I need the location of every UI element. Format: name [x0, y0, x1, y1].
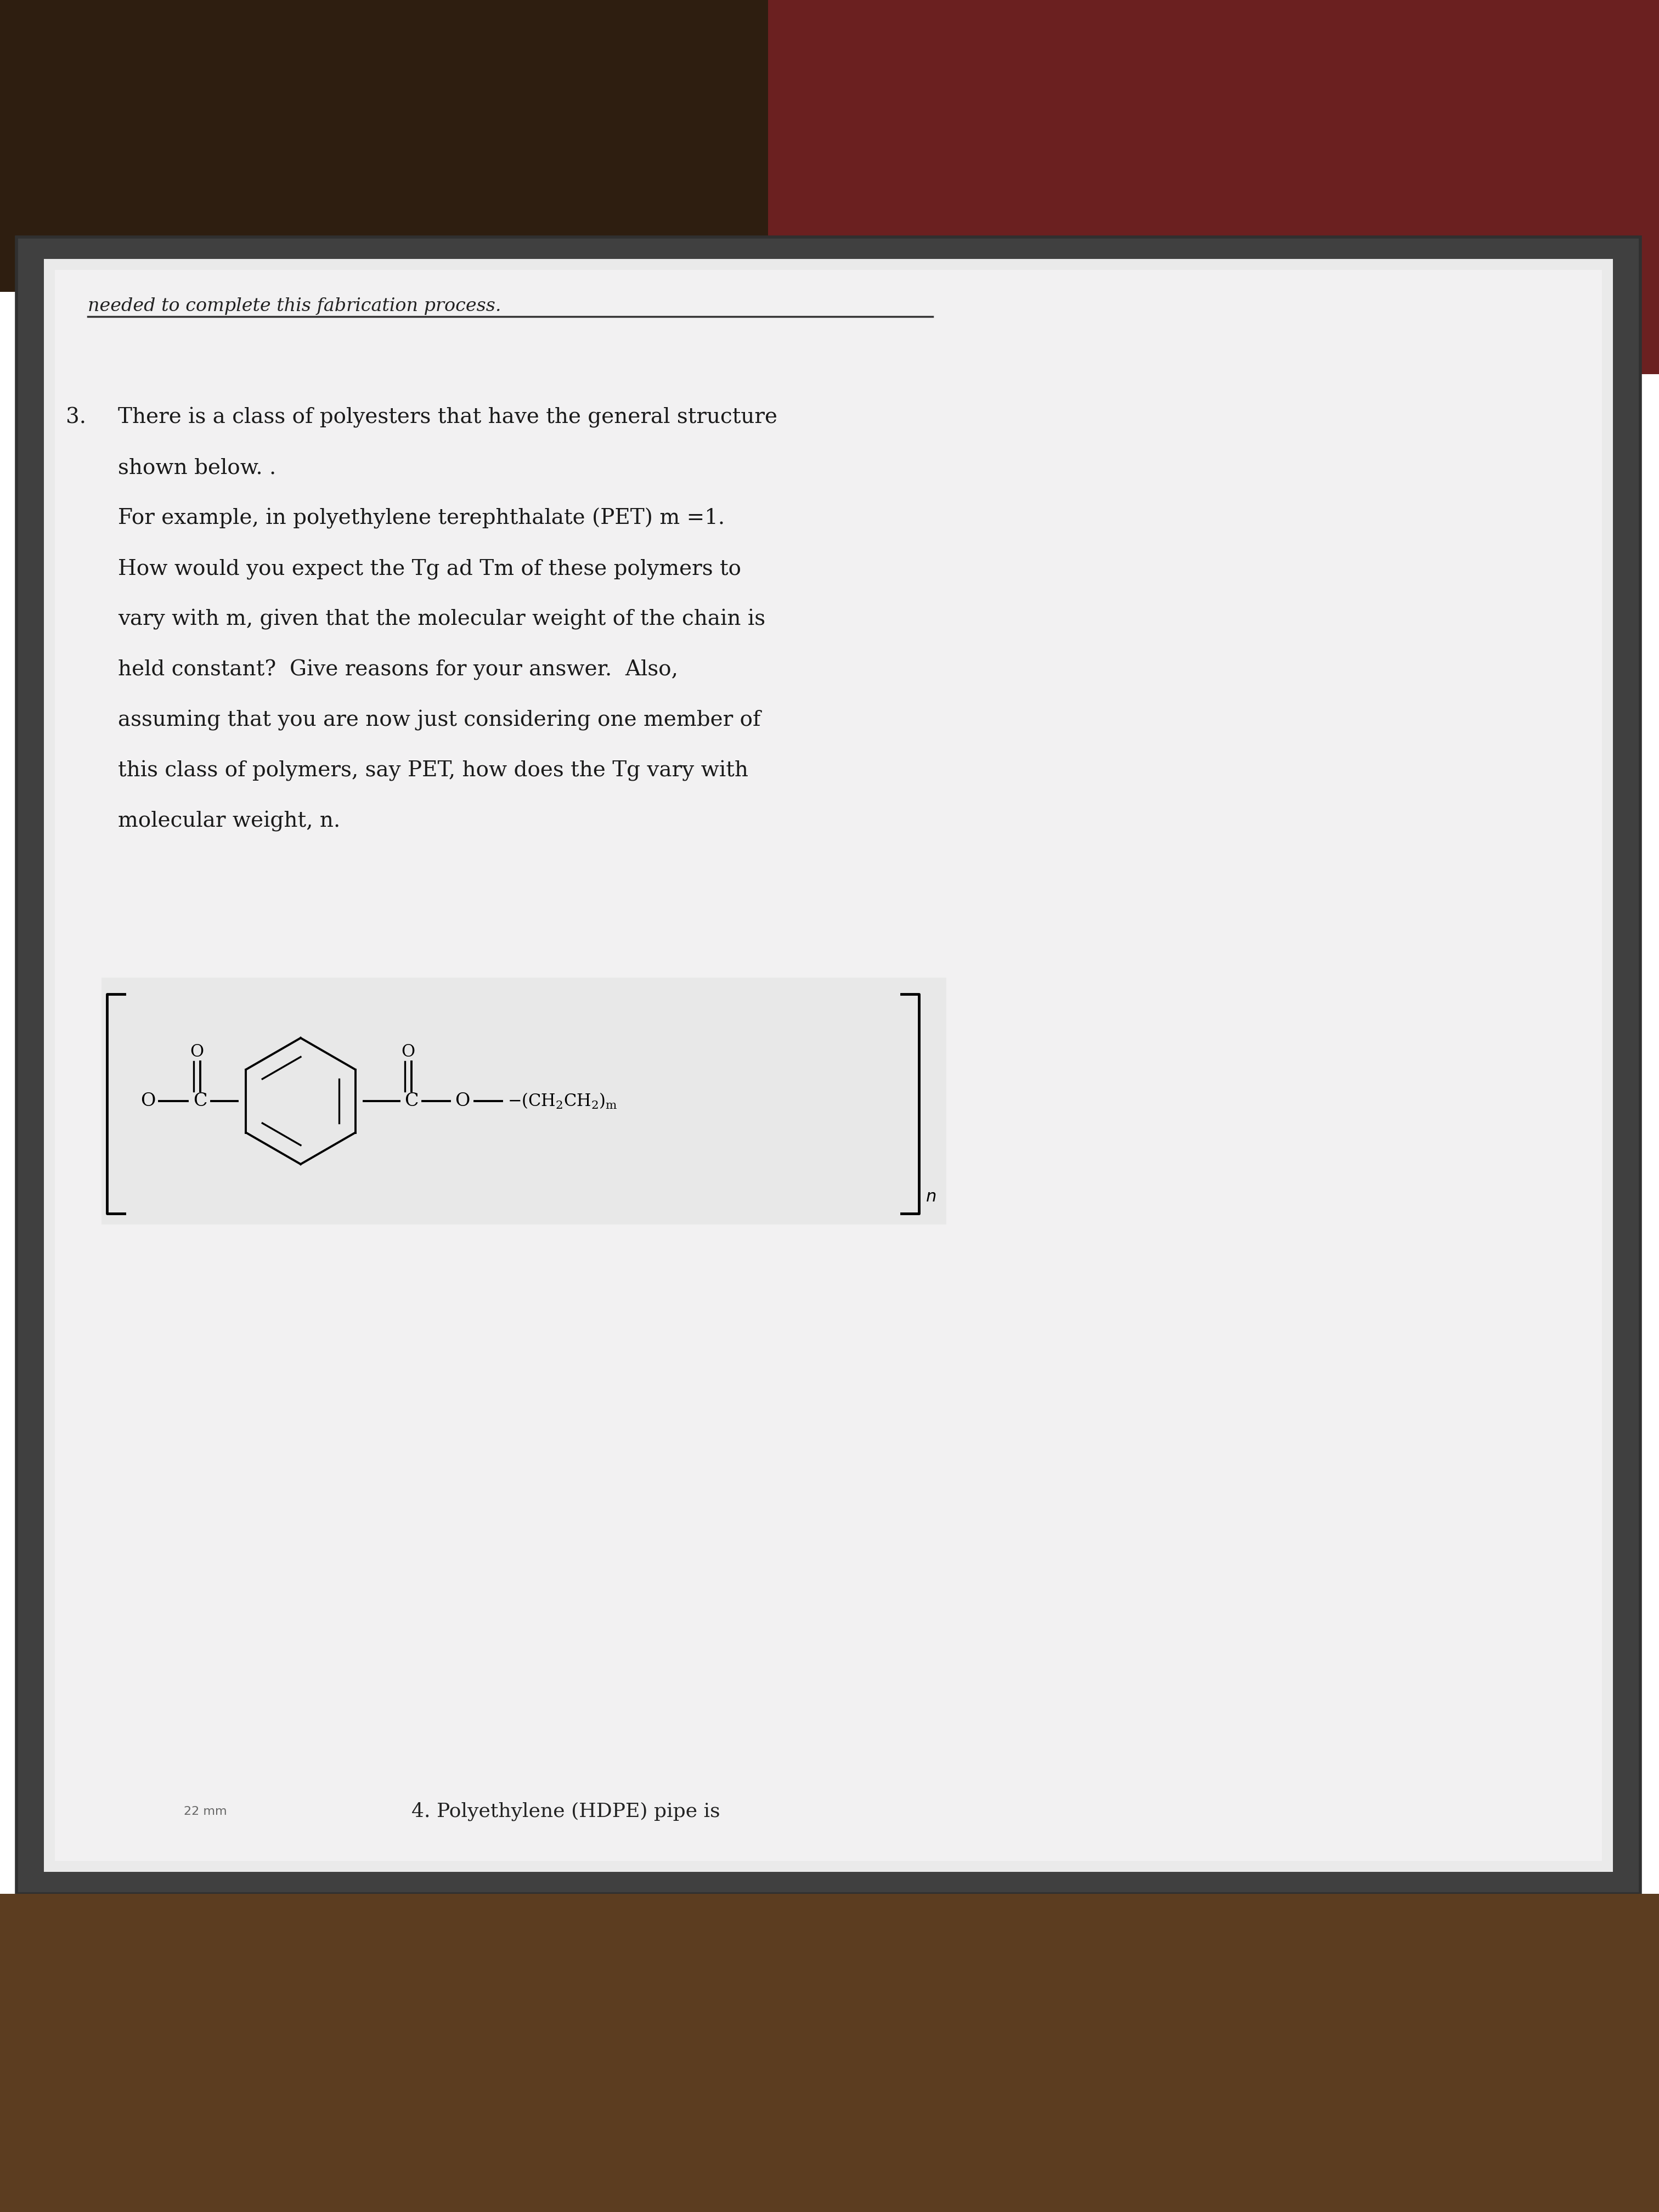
Text: O: O: [191, 1044, 204, 1060]
Text: O: O: [455, 1093, 469, 1110]
Text: molecular weight, n.: molecular weight, n.: [118, 812, 340, 832]
Text: 4. Polyethylene (HDPE) pipe is: 4. Polyethylene (HDPE) pipe is: [411, 1803, 720, 1820]
Polygon shape: [0, 1893, 1659, 2212]
Text: For example, in polyethylene terephthalate (PET) m =1.: For example, in polyethylene terephthala…: [118, 509, 725, 529]
Text: O: O: [141, 1093, 156, 1110]
Bar: [101, 978, 946, 1225]
Polygon shape: [768, 0, 1659, 374]
Text: vary with m, given that the molecular weight of the chain is: vary with m, given that the molecular we…: [118, 608, 765, 630]
Text: There is a class of polyesters that have the general structure: There is a class of polyesters that have…: [118, 407, 778, 427]
Bar: [43, 259, 1613, 1871]
Text: $n$: $n$: [926, 1188, 936, 1206]
Text: held constant?  Give reasons for your answer.  Also,: held constant? Give reasons for your ans…: [118, 659, 679, 681]
Bar: [55, 270, 1603, 1860]
Text: needed to complete this fabrication process.: needed to complete this fabrication proc…: [88, 296, 501, 314]
Text: shown below. .: shown below. .: [118, 458, 275, 478]
Text: 3.: 3.: [66, 407, 86, 427]
Text: C: C: [192, 1093, 207, 1110]
Text: $\mathregular{-(CH_2CH_2)_m}$: $\mathregular{-(CH_2CH_2)_m}$: [508, 1093, 617, 1110]
Bar: [17, 237, 1641, 1893]
Text: assuming that you are now just considering one member of: assuming that you are now just consideri…: [118, 710, 760, 730]
Text: 22 mm: 22 mm: [184, 1805, 227, 1816]
Text: this class of polymers, say PET, how does the Tg vary with: this class of polymers, say PET, how doe…: [118, 761, 748, 781]
Text: O: O: [401, 1044, 415, 1060]
Polygon shape: [0, 0, 1659, 292]
Text: C: C: [405, 1093, 418, 1110]
Text: How would you expect the Tg ad Tm of these polymers to: How would you expect the Tg ad Tm of the…: [118, 557, 742, 580]
